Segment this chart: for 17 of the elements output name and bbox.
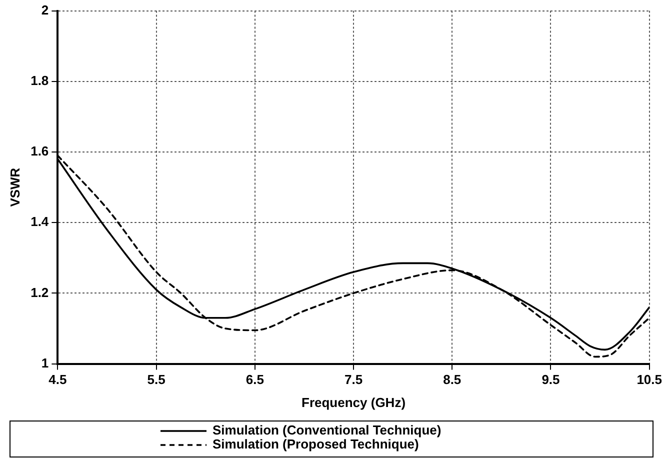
- y-tick-label: 1.4: [30, 214, 50, 230]
- legend-label: Simulation (Proposed Technique): [212, 436, 419, 452]
- x-tick-label: 4.5: [48, 372, 67, 388]
- y-tick-label: 1: [41, 355, 49, 370]
- x-tick-label: 6.5: [246, 372, 264, 388]
- y-tick-label: 1.8: [30, 72, 49, 88]
- x-tick-label: 5.5: [147, 372, 166, 388]
- legend-label: Simulation (Conventional Technique): [212, 422, 442, 438]
- x-tick-label: 8.5: [443, 372, 462, 388]
- y-axis-title: VSWR: [7, 167, 22, 207]
- x-tick-label: 9.5: [542, 372, 560, 388]
- y-tick-label: 2: [41, 2, 49, 18]
- y-tick-label: 1.6: [30, 144, 49, 159]
- x-tick-label: 10.5: [636, 372, 662, 388]
- x-tick-label: 7.5: [344, 372, 363, 388]
- y-tick-label: 1.2: [30, 284, 49, 300]
- x-axis-title: Frequency (GHz): [302, 394, 406, 410]
